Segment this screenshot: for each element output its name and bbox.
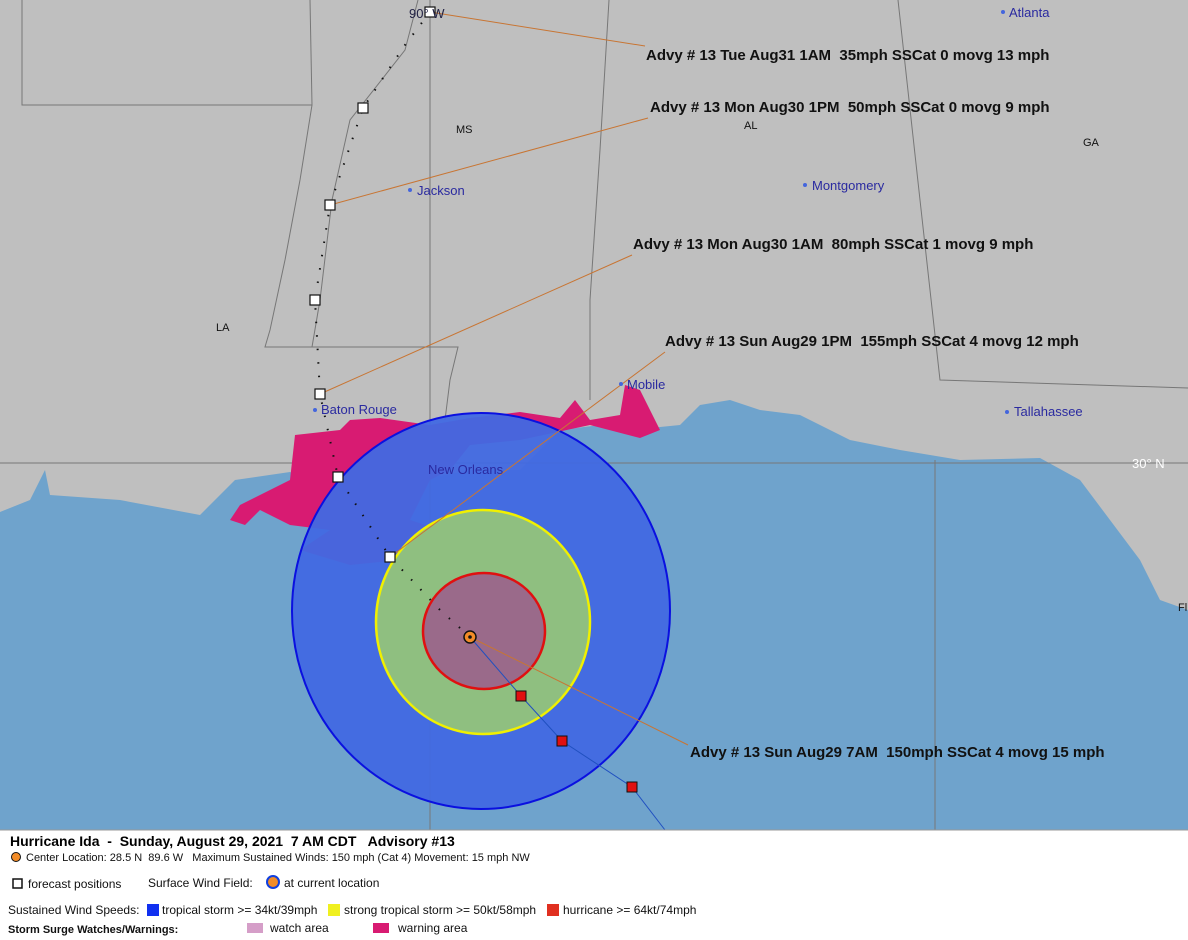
swatch <box>147 904 159 916</box>
state-label: LA <box>216 322 230 334</box>
city-label: New Orleans <box>428 462 504 477</box>
center-icon <box>11 852 21 862</box>
legend-text: forecast positions <box>28 877 121 891</box>
state-label: MS <box>456 124 473 136</box>
advisory-label: Advy # 13 Mon Aug30 1AM 80mph SSCat 1 mo… <box>633 236 1033 253</box>
legend-text: watch area <box>269 921 329 935</box>
legend-text: Storm Surge Watches/Warnings: <box>8 924 178 936</box>
state-borders <box>0 0 1188 830</box>
advisory-label: Advy # 13 Tue Aug31 1AM 35mph SSCat 0 mo… <box>646 47 1049 64</box>
forecast-positions <box>309 6 436 563</box>
city-label: Montgomery <box>812 178 885 193</box>
legend-details: Center Location: 28.5 N 89.6 W Maximum S… <box>26 852 530 864</box>
legend-text: strong tropical storm >= 50kt/58mph <box>344 903 536 917</box>
city-label: Baton Rouge <box>321 402 397 417</box>
city-label: Mobile <box>627 377 665 392</box>
latitude-label: 30° N <box>1132 456 1165 471</box>
state-label: GA <box>1083 137 1100 149</box>
hurricane-wind-field <box>421 571 547 691</box>
swatch <box>373 923 389 933</box>
city-label: Atlanta <box>1009 5 1050 20</box>
wind-field-icon <box>266 875 280 889</box>
legend-text: tropical storm >= 34kt/39mph <box>162 903 317 917</box>
state-label: AL <box>744 120 757 132</box>
longitude-label: 90° W <box>409 6 445 21</box>
leader-lines <box>319 11 689 746</box>
swatch <box>547 904 559 916</box>
city-dots <box>313 10 1009 414</box>
legend-panel <box>0 830 1188 940</box>
legend-text: hurricane >= 64kt/74mph <box>563 903 696 917</box>
current-center-dot <box>468 635 472 639</box>
city-label: Jackson <box>417 183 465 198</box>
advisory-label: Advy # 13 Mon Aug30 1PM 50mph SSCat 0 mo… <box>650 99 1050 116</box>
forecast-icon <box>12 878 23 889</box>
legend-text: at current location <box>284 876 379 890</box>
swatch <box>247 923 263 933</box>
hurricane-positions <box>515 690 638 793</box>
advisory-label: Advy # 13 Sun Aug29 1PM 155mph SSCat 4 m… <box>665 333 1079 350</box>
legend-text: Surface Wind Field: <box>148 876 253 890</box>
legend-title: Hurricane Ida - Sunday, August 29, 2021 … <box>10 833 455 849</box>
city-label: Tallahassee <box>1014 404 1083 419</box>
state-label: Fl <box>1178 602 1187 614</box>
legend-text: Sustained Wind Speeds: <box>8 903 139 917</box>
advisory-label: Advy # 13 Sun Aug29 7AM 150mph SSCat 4 m… <box>690 744 1105 761</box>
legend-text: warning area <box>397 921 468 935</box>
swatch <box>328 904 340 916</box>
